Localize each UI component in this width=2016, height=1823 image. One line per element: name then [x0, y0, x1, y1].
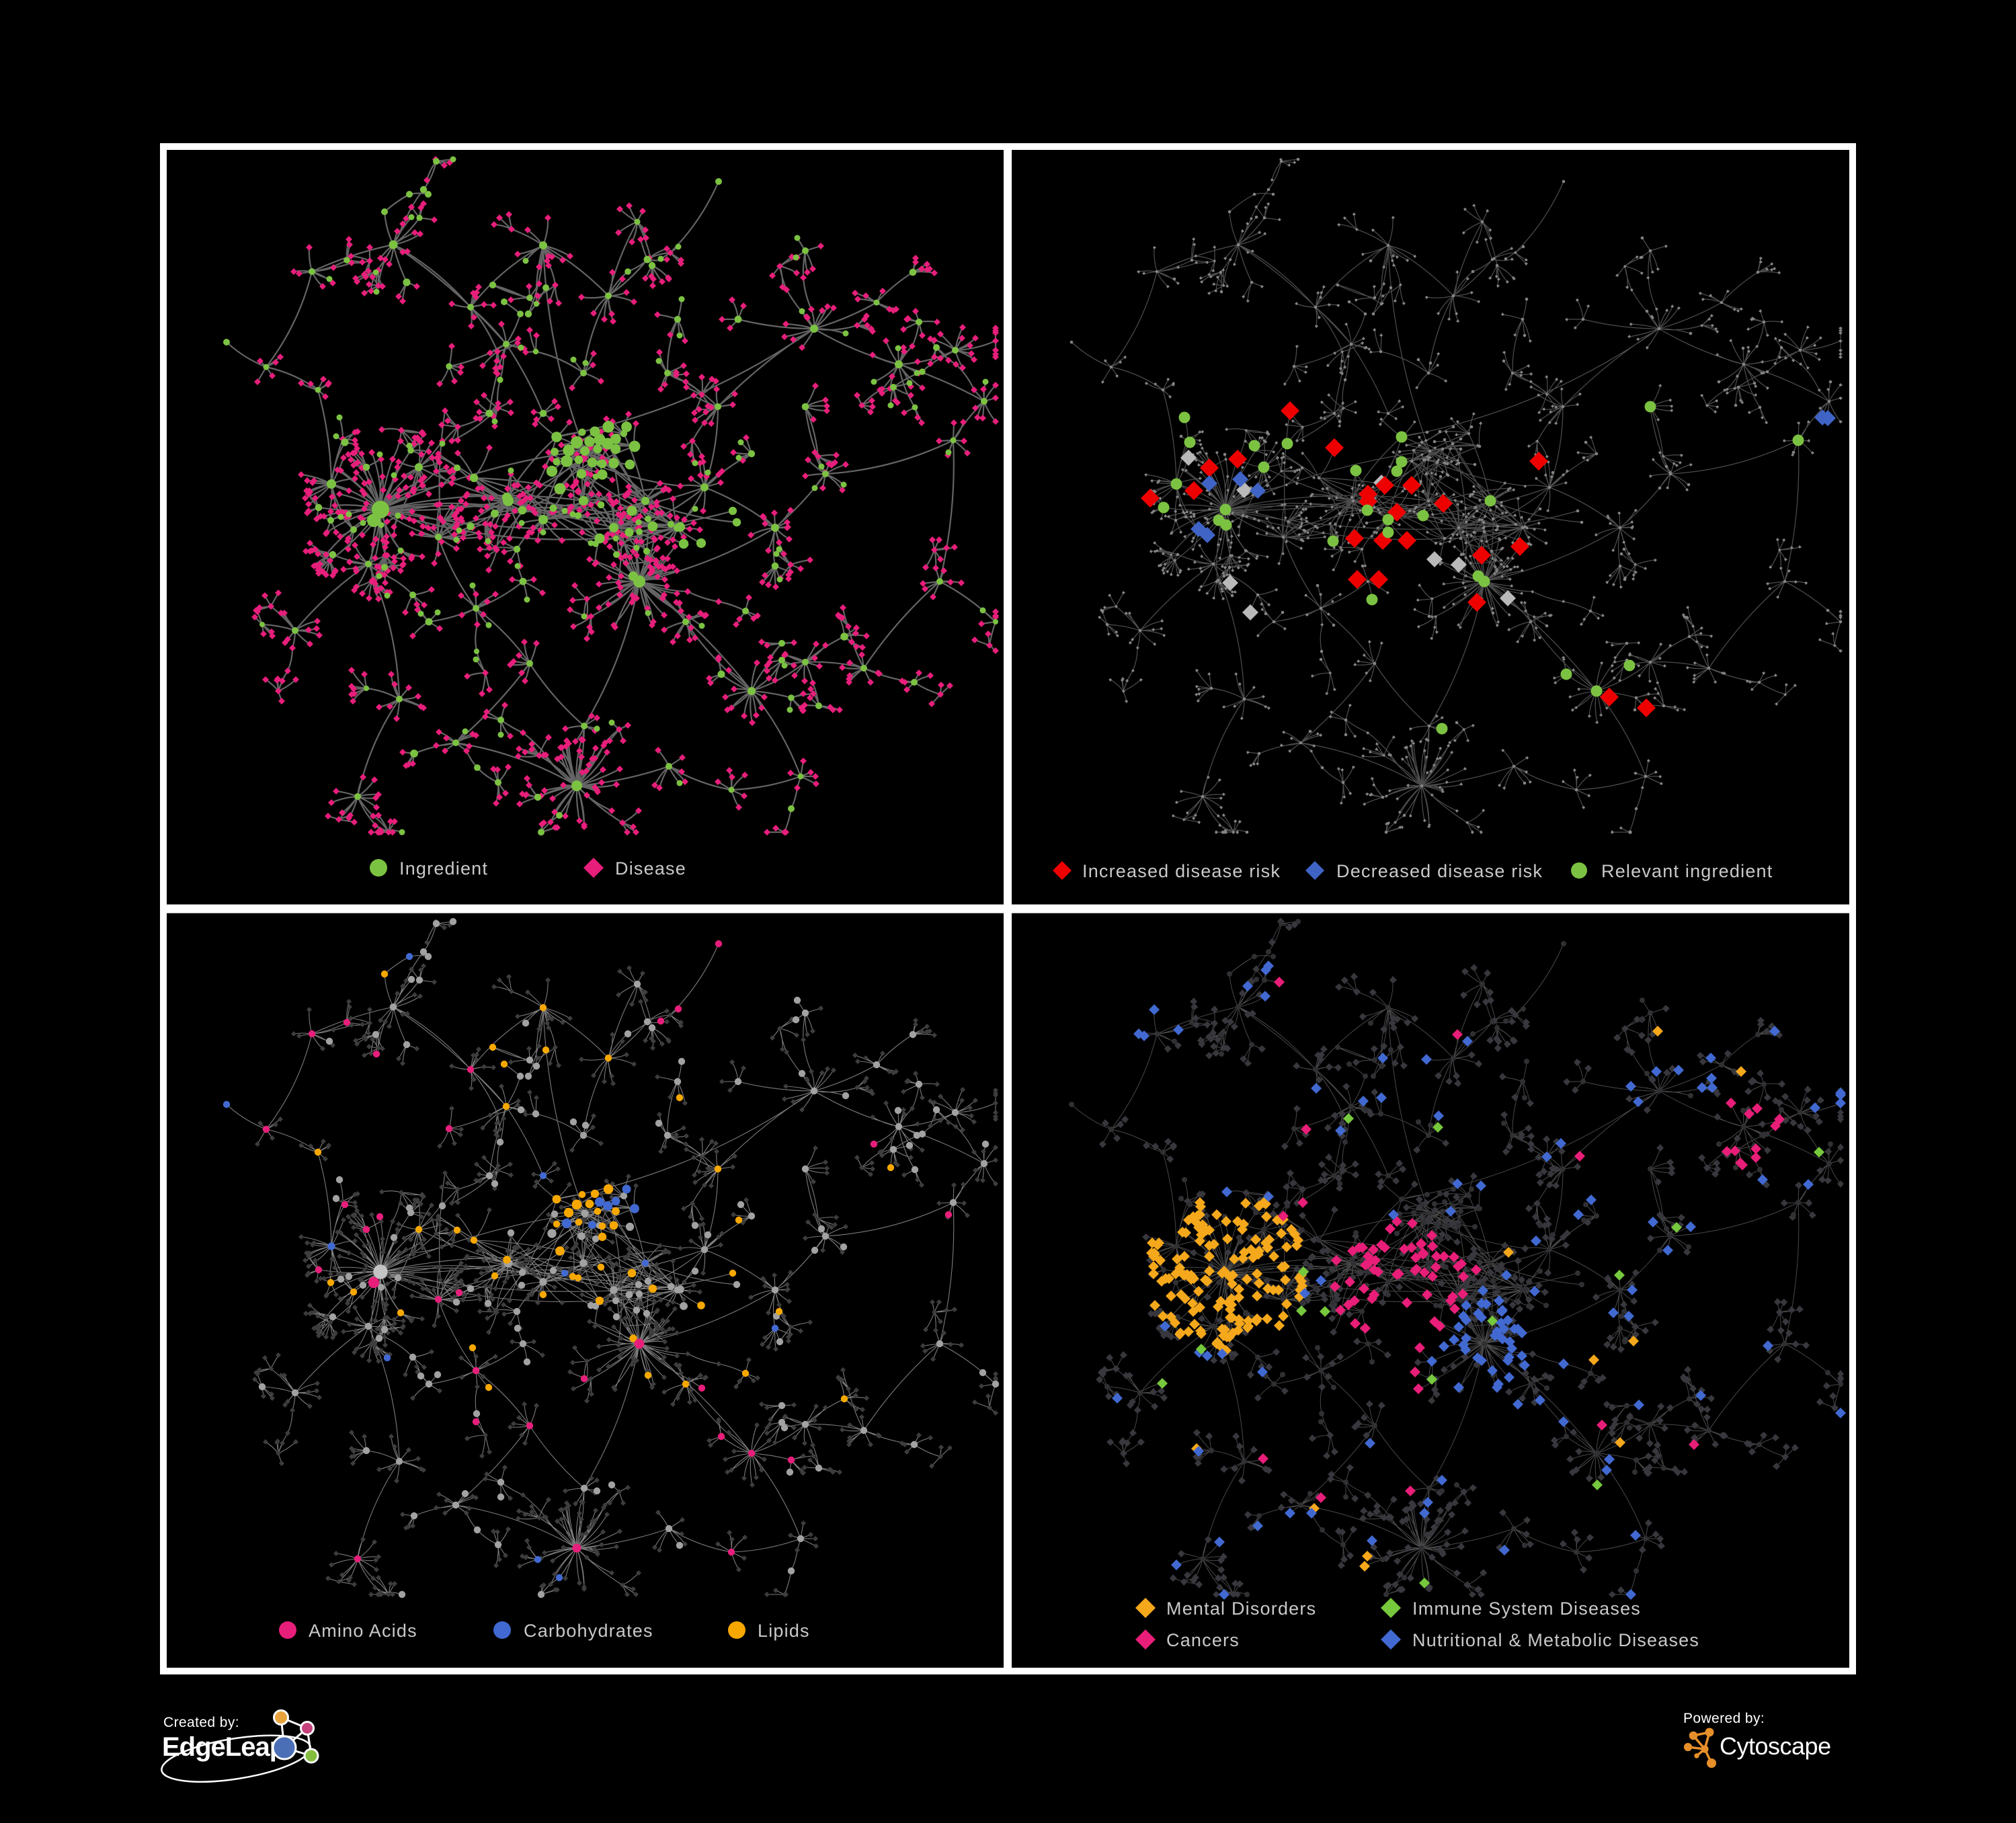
- svg-text:Cancers: Cancers: [1166, 1630, 1240, 1650]
- svg-text:Immune System Diseases: Immune System Diseases: [1412, 1598, 1641, 1619]
- svg-text:Nutritional & Metabolic Diseas: Nutritional & Metabolic Diseases: [1412, 1630, 1699, 1650]
- svg-text:Ingredient: Ingredient: [399, 858, 488, 879]
- svg-text:Amino Acids: Amino Acids: [309, 1621, 417, 1641]
- svg-text:EdgeLeap: EdgeLeap: [162, 1732, 285, 1762]
- svg-text:Decreased disease risk: Decreased disease risk: [1336, 861, 1543, 881]
- svg-text:Lipids: Lipids: [758, 1621, 810, 1641]
- svg-text:Increased disease risk: Increased disease risk: [1082, 861, 1281, 881]
- svg-text:Disease: Disease: [615, 858, 686, 879]
- svg-text:Created by:: Created by:: [163, 1715, 239, 1730]
- svg-text:Powered by:: Powered by:: [1683, 1711, 1765, 1726]
- svg-text:Cytoscape: Cytoscape: [1720, 1732, 1831, 1760]
- svg-text:Mental Disorders: Mental Disorders: [1166, 1598, 1316, 1619]
- svg-text:Relevant ingredient: Relevant ingredient: [1601, 861, 1773, 881]
- svg-text:Carbohydrates: Carbohydrates: [524, 1621, 653, 1641]
